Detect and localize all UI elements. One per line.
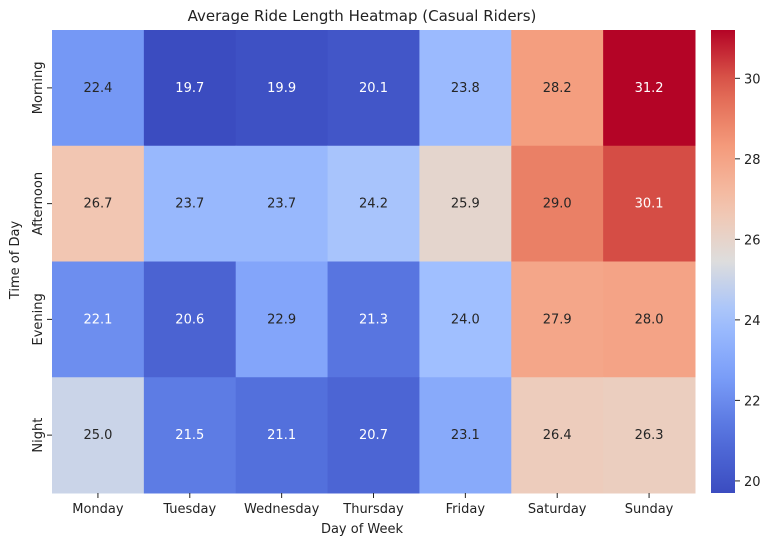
colorbar-tick-label: 26 <box>744 233 761 248</box>
y-tick-label: Morning <box>31 62 46 115</box>
heatmap-cell <box>52 261 145 378</box>
y-tick-label: Evening <box>31 293 46 345</box>
x-tick-label: Sunday <box>625 502 674 517</box>
heatmap-cell-value: 20.1 <box>359 81 388 96</box>
heatmap-cell <box>603 145 696 262</box>
heatmap-cell <box>419 145 512 262</box>
heatmap-cell-value: 28.0 <box>635 312 664 327</box>
heatmap-cell <box>511 377 604 494</box>
colorbar-tick-label: 30 <box>744 72 761 87</box>
heatmap-cell-value: 26.7 <box>83 197 112 212</box>
heatmap-cell-value: 22.4 <box>83 81 112 96</box>
heatmap-cell <box>327 145 420 262</box>
y-axis-label: Time of Day <box>8 221 23 301</box>
heatmap-cell <box>327 377 420 494</box>
heatmap-cell <box>143 377 237 494</box>
heatmap-cell-value: 23.1 <box>451 428 480 443</box>
heatmap-cell-value: 27.9 <box>543 312 572 327</box>
heatmap-cell-value: 30.1 <box>635 197 664 212</box>
heatmap-cell <box>511 261 604 378</box>
heatmap-cell-value: 20.7 <box>359 428 388 443</box>
heatmap-cell-value: 21.3 <box>359 312 388 327</box>
heatmap-cell <box>327 30 420 147</box>
y-axis: Morning Afternoon Evening Night <box>31 62 52 453</box>
heatmap-cell-value: 26.3 <box>635 428 664 443</box>
heatmap-cell <box>419 261 512 378</box>
heatmap-cell <box>52 30 145 147</box>
heatmap-cell <box>603 30 696 147</box>
colorbar: 20 22 24 26 28 30 <box>711 30 761 493</box>
x-tick-label: Wednesday <box>244 502 320 517</box>
heatmap-cell <box>143 145 237 262</box>
heatmap-cells <box>52 30 696 494</box>
heatmap-cell <box>52 377 145 494</box>
heatmap-cell-value: 28.2 <box>543 81 572 96</box>
heatmap-cell-value: 26.4 <box>543 428 572 443</box>
heatmap-cell-value: 23.8 <box>451 81 480 96</box>
heatmap-cell-value: 25.9 <box>451 197 480 212</box>
heatmap-cell-value: 24.0 <box>451 312 480 327</box>
heatmap-cell <box>603 261 696 378</box>
x-tick-label: Monday <box>72 502 124 517</box>
heatmap-cell-labels: 22.4 19.7 19.9 20.1 23.8 28.2 31.2 26.7 23.7 23.7… <box>83 81 663 443</box>
heatmap-cell <box>52 145 145 262</box>
heatmap-cell <box>143 261 237 378</box>
colorbar-tick-label: 20 <box>744 475 761 490</box>
heatmap-cell-value: 20.6 <box>175 312 204 327</box>
x-tick-label: Friday <box>446 502 486 517</box>
heatmap-cell <box>235 377 329 494</box>
heatmap-cell-value: 22.1 <box>83 312 112 327</box>
colorbar-gradient <box>711 30 735 493</box>
heatmap-cell-value: 24.2 <box>359 197 388 212</box>
heatmap-cell-value: 25.0 <box>83 428 112 443</box>
chart-title: Average Ride Length Heatmap (Casual Ride… <box>188 7 537 25</box>
heatmap-cell <box>235 261 329 378</box>
y-tick-label: Afternoon <box>31 172 46 235</box>
heatmap-cell <box>419 377 512 494</box>
heatmap-cell <box>235 30 329 147</box>
colorbar-tick-label: 24 <box>744 314 761 329</box>
y-tick-label: Night <box>31 418 46 453</box>
heatmap-cell-value: 22.9 <box>267 312 296 327</box>
heatmap-cell <box>603 377 696 494</box>
heatmap-cell <box>143 30 237 147</box>
x-axis: Monday Tuesday Wednesday Thursday Friday Satu… <box>72 493 674 517</box>
heatmap-cell-value: 31.2 <box>635 81 664 96</box>
heatmap-cell-value: 21.5 <box>175 428 204 443</box>
heatmap-cell-value: 19.7 <box>175 81 204 96</box>
heatmap-cell <box>235 145 329 262</box>
x-tick-label: Saturday <box>528 502 587 517</box>
heatmap-cell <box>511 30 604 147</box>
colorbar-tick-label: 28 <box>744 153 761 168</box>
x-axis-label: Day of Week <box>321 522 404 537</box>
heatmap-cell <box>511 145 604 262</box>
heatmap-cell-value: 29.0 <box>543 197 572 212</box>
heatmap-cell-value: 23.7 <box>267 197 296 212</box>
x-tick-label: Tuesday <box>162 502 216 517</box>
heatmap-cell-value: 19.9 <box>267 81 296 96</box>
heatmap-cell <box>327 261 420 378</box>
heatmap-cell-value: 23.7 <box>175 197 204 212</box>
x-tick-label: Thursday <box>342 502 404 517</box>
heatmap-cell-value: 21.1 <box>267 428 296 443</box>
colorbar-tick-label: 22 <box>744 394 761 409</box>
heatmap-cell <box>419 30 512 147</box>
